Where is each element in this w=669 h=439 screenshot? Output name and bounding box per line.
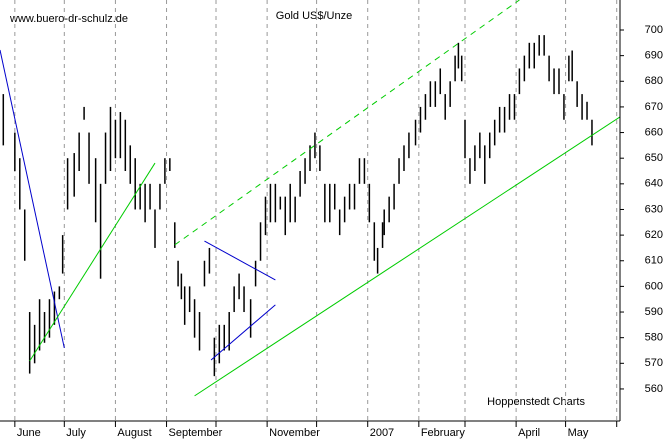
x-tick-label: February: [421, 427, 466, 439]
x-tick-label: 2007: [370, 427, 394, 439]
y-tick-label: 660: [645, 126, 663, 138]
x-tick-label: November: [269, 427, 320, 439]
trend-line: [29, 162, 156, 362]
y-tick-label: 620: [645, 229, 663, 241]
y-tick-label: 570: [645, 357, 663, 369]
y-tick-label: 600: [645, 280, 663, 292]
x-tick-label: June: [17, 427, 41, 439]
y-tick-label: 590: [645, 306, 663, 318]
chart-title: Gold US$/Unze: [276, 10, 352, 22]
trend-line: [194, 116, 620, 397]
x-tick-label: September: [169, 427, 223, 439]
trend-line: [0, 49, 65, 349]
trend-line: [174, 0, 520, 246]
y-tick-label: 670: [645, 101, 663, 113]
y-tick-label: 680: [645, 75, 663, 87]
source-box: [6, 12, 138, 26]
y-tick-label: 560: [645, 383, 663, 395]
credit: Hoppenstedt Charts: [487, 396, 585, 408]
y-tick-label: 640: [645, 178, 663, 190]
plot: [0, 0, 620, 397]
x-tick-label: July: [66, 427, 86, 439]
trend-line: [204, 240, 276, 281]
y-tick-label: 650: [645, 152, 663, 164]
trend-line: [210, 304, 276, 361]
x-tick-label: April: [518, 427, 540, 439]
y-tick-label: 700: [645, 24, 663, 36]
y-tick-label: 630: [645, 203, 663, 215]
source: www.buero-dr-schulz.de: [9, 13, 128, 25]
y-tick-label: 580: [645, 332, 663, 344]
grid: [14, 0, 618, 421]
y-tick-label: 690: [645, 50, 663, 62]
x-tick-label: May: [568, 427, 589, 439]
y-tick-label: 610: [645, 255, 663, 267]
x-tick-label: August: [117, 427, 151, 439]
